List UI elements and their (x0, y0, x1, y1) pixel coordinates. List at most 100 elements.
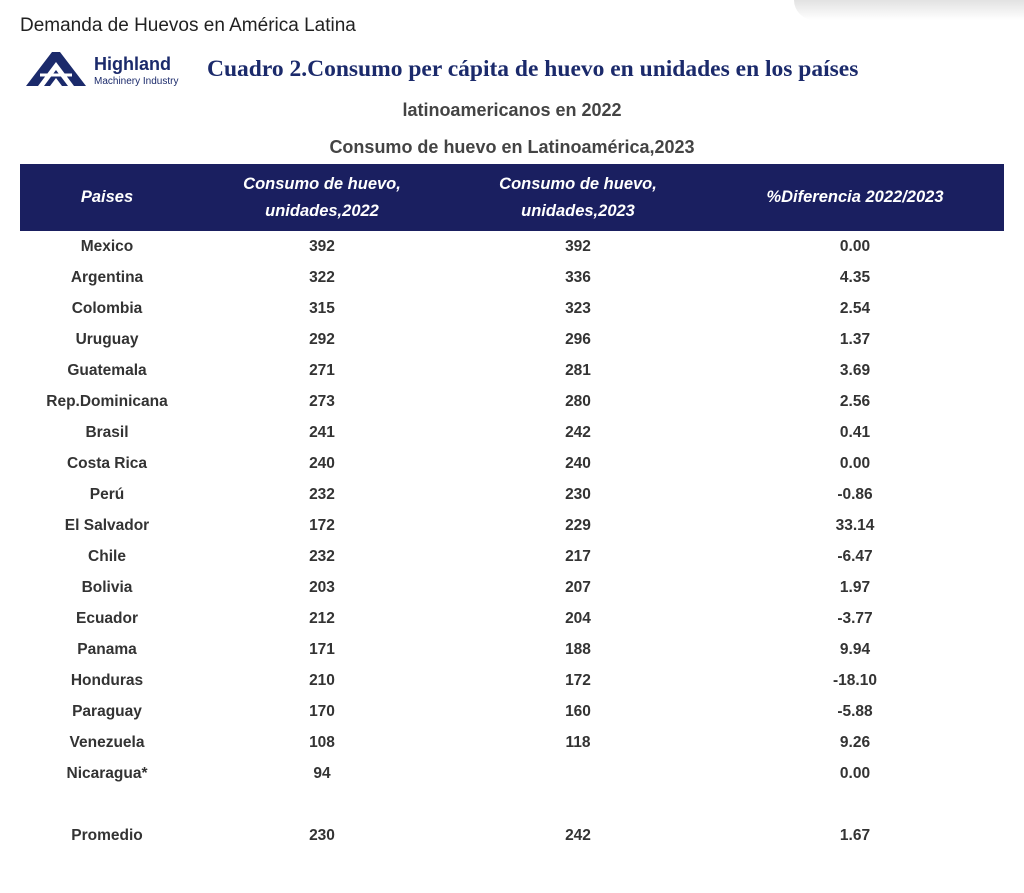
difference-cell: -3.77 (837, 609, 873, 627)
difference-cell: -5.88 (837, 702, 873, 720)
value-2022-cell: 108 (309, 733, 335, 751)
table-row: Nicaragua* 94 0.00 (20, 758, 1004, 789)
value-2023-cell: 323 (565, 299, 591, 317)
value-2022-cell: 232 (309, 485, 335, 503)
difference-cell: 3.69 (839, 361, 871, 379)
value-2023-cell: 392 (565, 237, 591, 255)
value-2023-cell: 229 (565, 516, 591, 534)
value-2023-cell: 296 (565, 330, 591, 348)
value-2022-cell: 94 (313, 764, 331, 782)
value-2023-cell: 204 (565, 609, 591, 627)
highland-logo-icon (26, 52, 86, 86)
difference-cell: 0.00 (839, 454, 871, 472)
header-difference: %Diferencia 2022/2023 (706, 164, 1004, 231)
value-2022-cell: 171 (309, 640, 335, 658)
header-row: Paises Consumo de huevo, unidades,2022 Co… (20, 164, 1004, 231)
value-2023-cell: 160 (565, 702, 591, 720)
difference-cell: 2.56 (839, 392, 871, 410)
value-2023-cell: 336 (565, 268, 591, 286)
table-row: Colombia 315 323 2.54 (20, 293, 1004, 324)
table-row: Ecuador 212 204 -3.77 (20, 603, 1004, 634)
table-row: Rep.Dominicana 273 280 2.56 (20, 386, 1004, 417)
table-row: Argentina 322 336 4.35 (20, 262, 1004, 293)
logo-subtitle: Machinery Industry (94, 76, 179, 87)
difference-cell: 0.00 (839, 237, 871, 255)
country-cell: Uruguay (75, 330, 139, 348)
table-row: Perú 232 230 -0.86 (20, 479, 1004, 510)
table-row: Guatemala 271 281 3.69 (20, 355, 1004, 386)
highland-logo: Highland Machinery Industry (24, 48, 199, 90)
table-title: Cuadro 2.Consumo per cápita de huevo en … (207, 56, 859, 82)
value-2022-cell: 322 (309, 268, 335, 286)
difference-cell: 1.97 (839, 578, 871, 596)
value-2023-cell: 240 (565, 454, 591, 472)
value-2023-cell: 242 (565, 423, 591, 441)
table-row: Costa Rica 240 240 0.00 (20, 448, 1004, 479)
table-header: Paises Consumo de huevo, unidades,2022 Co… (20, 164, 1004, 231)
value-2023-cell: 281 (565, 361, 591, 379)
country-cell: Promedio (71, 827, 143, 844)
difference-cell: -18.10 (833, 671, 877, 689)
spacer-row (20, 789, 1004, 821)
value-2023-cell: 172 (565, 671, 591, 689)
value-2023-cell: 242 (565, 827, 591, 844)
difference-cell: 33.14 (835, 516, 875, 534)
country-cell: Perú (89, 485, 125, 503)
table-row: Panama 171 188 9.94 (20, 634, 1004, 665)
difference-cell: 4.35 (839, 268, 871, 286)
value-2023-cell (450, 758, 706, 789)
difference-cell: -0.86 (837, 485, 873, 503)
egg-consumption-table: Paises Consumo de huevo, unidades,2022 Co… (20, 164, 1004, 852)
difference-cell: 9.94 (839, 640, 871, 658)
table-row: Bolivia 203 207 1.97 (20, 572, 1004, 603)
country-cell: Rep.Dominicana (46, 392, 168, 410)
table-row: Honduras 210 172 -18.10 (20, 665, 1004, 696)
country-cell: Chile (88, 547, 126, 565)
table-row: Brasil 241 242 0.41 (20, 417, 1004, 448)
top-shadow (794, 0, 1024, 20)
value-2023-cell: 188 (565, 640, 591, 658)
country-cell: Argentina (70, 268, 144, 286)
value-2022-cell: 292 (309, 330, 335, 348)
value-2022-cell: 212 (309, 609, 335, 627)
country-cell: Venezuela (69, 733, 145, 751)
header-consumption-2022: Consumo de huevo, unidades,2022 (194, 164, 450, 231)
country-cell: Brasil (85, 423, 129, 441)
difference-cell: 9.26 (839, 733, 871, 751)
table-body: Mexico 392 392 0.00 Argentina 322 336 4.35 Colom… (20, 231, 1004, 852)
value-2022-cell: 203 (309, 578, 335, 596)
table-row: Venezuela 108 118 9.26 (20, 727, 1004, 758)
country-cell: Honduras (70, 671, 144, 689)
country-cell: Panama (77, 640, 137, 658)
value-2023-cell: 280 (565, 392, 591, 410)
country-cell: Paraguay (72, 702, 142, 720)
document-title: Demanda de Huevos en América Latina (20, 15, 356, 36)
table-row: Chile 232 217 -6.47 (20, 541, 1004, 572)
table-caption: Consumo de huevo en Latinoamérica,2023 (329, 137, 695, 157)
country-cell: Nicaragua* (66, 764, 148, 782)
spacer-cell (20, 789, 1004, 821)
logo-name: Highland (94, 54, 171, 74)
value-2022-cell: 230 (309, 827, 335, 844)
average-row: Promedio 230 242 1.67 (20, 821, 1004, 852)
country-cell: Ecuador (75, 609, 138, 627)
difference-cell: 1.37 (839, 330, 871, 348)
table-row: Uruguay 292 296 1.37 (20, 324, 1004, 355)
table-row: El Salvador 172 229 33.14 (20, 510, 1004, 541)
difference-cell: -6.47 (837, 547, 873, 565)
value-2022-cell: 170 (309, 702, 335, 720)
table-row: Mexico 392 392 0.00 (20, 231, 1004, 262)
value-2022-cell: 392 (309, 237, 335, 255)
value-2022-cell: 315 (309, 299, 335, 317)
difference-cell: 1.67 (839, 827, 871, 844)
value-2023-cell: 230 (565, 485, 591, 503)
difference-cell: 0.41 (839, 423, 871, 441)
country-cell: Colombia (71, 299, 143, 317)
country-cell: Mexico (80, 237, 134, 255)
value-2022-cell: 271 (309, 361, 335, 379)
header-consumption-2023: Consumo de huevo, unidades,2023 (450, 164, 706, 231)
value-2022-cell: 240 (309, 454, 335, 472)
table-row: Paraguay 170 160 -5.88 (20, 696, 1004, 727)
country-cell: Guatemala (67, 361, 147, 379)
value-2022-cell: 241 (309, 423, 335, 441)
